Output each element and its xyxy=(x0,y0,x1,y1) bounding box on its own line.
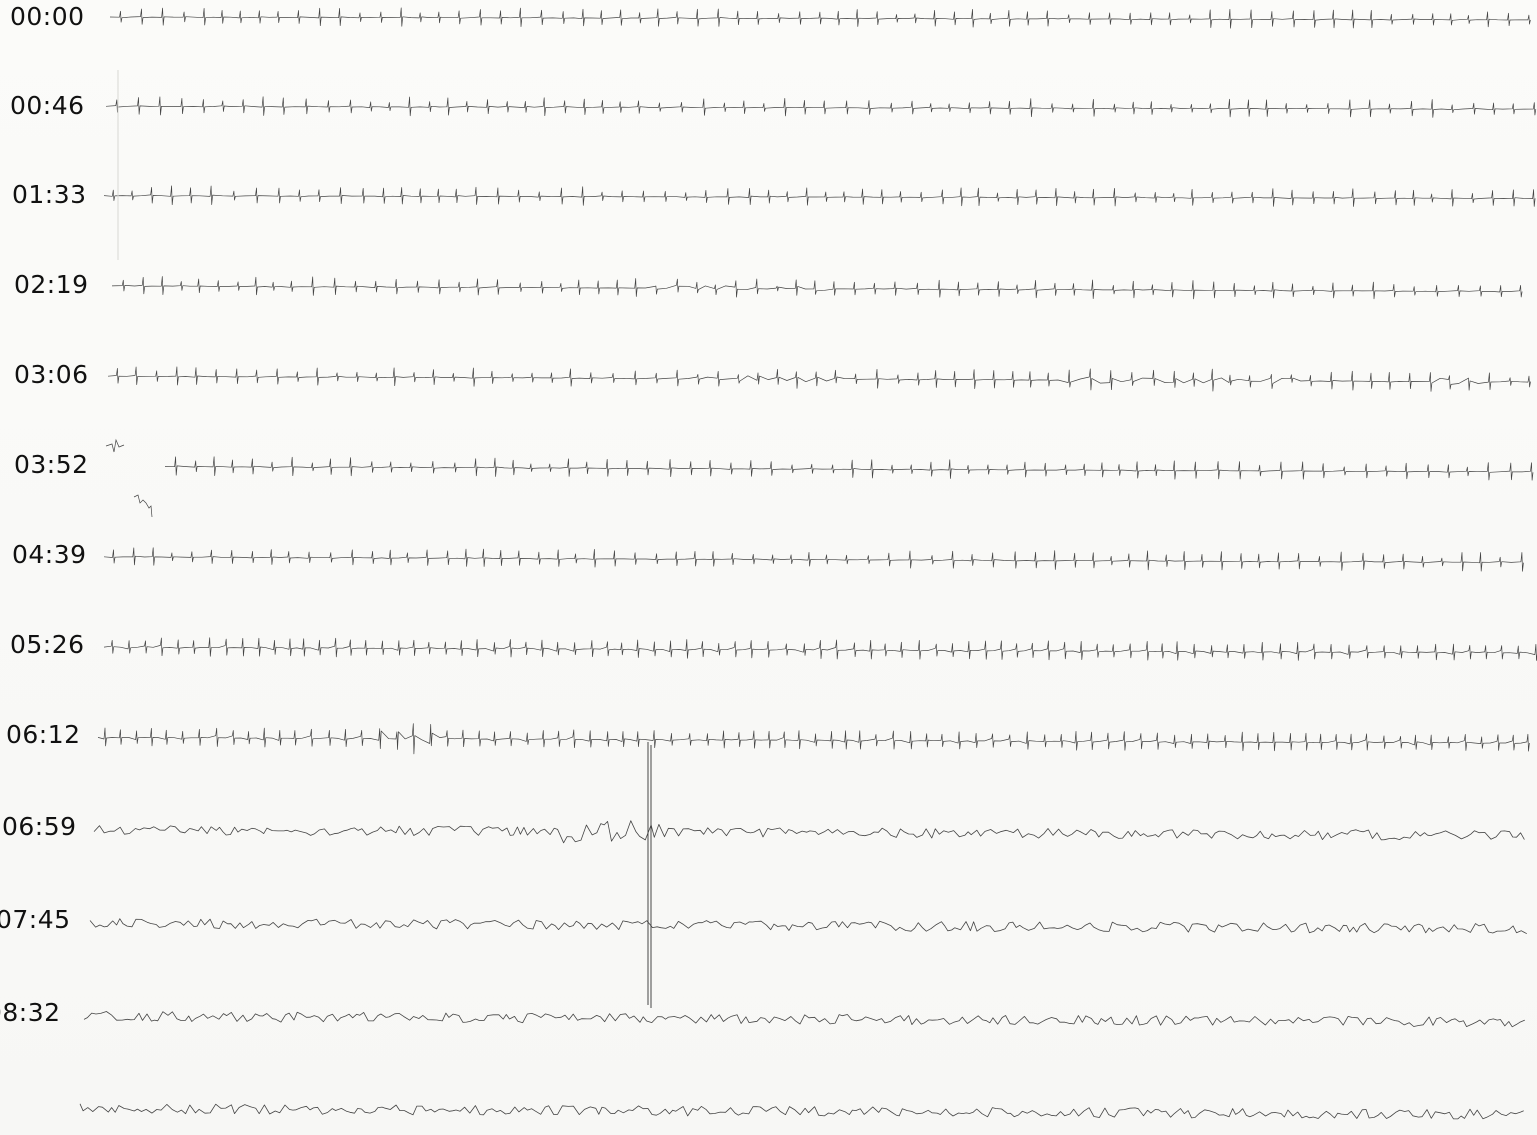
trace-line xyxy=(79,1103,1524,1120)
trace-line xyxy=(93,820,1525,844)
time-label: 02:19 xyxy=(14,270,89,299)
trace-line xyxy=(107,366,1531,392)
time-label: 06:59 xyxy=(2,812,77,841)
trace-line xyxy=(103,185,1536,207)
time-label: 05:26 xyxy=(10,630,85,659)
time-label: 00:46 xyxy=(10,91,85,120)
time-label: 03:06 xyxy=(14,360,89,389)
time-label: 08:32 xyxy=(0,998,61,1027)
time-label: 01:33 xyxy=(12,180,87,209)
trace-fragment xyxy=(105,438,153,518)
trace-line xyxy=(164,456,1534,481)
trace-line xyxy=(103,547,1524,572)
trace-line xyxy=(109,7,1531,29)
time-label: 07:45 xyxy=(0,905,71,934)
vertical-artifact xyxy=(647,742,652,1008)
trace-line xyxy=(83,1011,1525,1028)
trace-line xyxy=(97,723,1530,755)
trace-line xyxy=(103,637,1537,661)
trace-line xyxy=(89,918,1527,935)
trace-line xyxy=(105,96,1537,118)
trace-line xyxy=(111,276,1523,300)
time-label: 03:52 xyxy=(14,450,89,479)
time-label: 00:00 xyxy=(10,2,85,31)
time-label: 04:39 xyxy=(12,540,87,569)
time-label: 06:12 xyxy=(6,720,81,749)
